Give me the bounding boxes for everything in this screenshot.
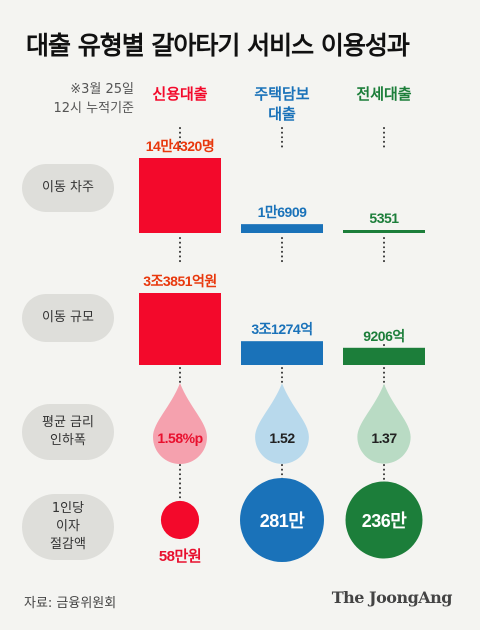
- circle-interest-saving-mortgage: [240, 478, 324, 562]
- date-note-line-2: 12시 누적기준: [53, 101, 134, 116]
- bar-borrowers-mortgage: [241, 224, 323, 233]
- bar-label-volume-jeonse: 9206억: [363, 328, 405, 344]
- circle-interest-saving-jeonse: [345, 481, 423, 559]
- drop-label-rate-cut-mortgage: 1.52: [269, 430, 295, 446]
- col-header-jeonse-line-1: 전세대출: [356, 85, 412, 103]
- circle-label-interest-saving-mortgage: 281만: [260, 511, 306, 531]
- row-label-rate-cut: 평균 금리 인하폭: [22, 404, 114, 460]
- col-header-mortgage-line-1: 주택담보: [254, 85, 310, 103]
- row-label-interest-saving-line-3: 절감액: [50, 537, 86, 552]
- row-label-volume-text: 이동 규모: [42, 310, 94, 325]
- bar-borrowers-credit: [139, 158, 221, 233]
- date-note-line-1: ※3월 25일: [70, 82, 134, 97]
- drop-rate-cut-credit: [153, 383, 207, 464]
- bar-volume-jeonse: [343, 347, 425, 365]
- col-header-credit-line-1: 신용대출: [152, 85, 208, 103]
- col-header-credit: 신용대출: [130, 84, 230, 104]
- source-note: 자료: 금융위원회: [24, 596, 117, 611]
- bar-volume-credit: [139, 293, 221, 365]
- bar-label-volume-mortgage: 3조1274억: [251, 321, 312, 337]
- bar-label-volume-credit: 3조3851억원: [143, 273, 217, 289]
- bar-label-borrowers-credit: 14만4320명: [146, 138, 214, 154]
- row-label-interest-saving: 1인당 이자 절감액: [22, 494, 114, 560]
- bar-label-borrowers-jeonse: 5351: [369, 210, 399, 226]
- circle-label-interest-saving-credit: 58만원: [159, 548, 201, 565]
- row-label-rate-cut-line-2: 인하폭: [50, 433, 86, 448]
- page-title: 대출 유형별 갈아타기 서비스 이용성과: [26, 31, 410, 60]
- col-header-mortgage-line-2: 대출: [268, 105, 296, 123]
- drop-rate-cut-mortgage: [255, 383, 309, 464]
- row-label-volume: 이동 규모: [22, 294, 114, 342]
- row-label-borrowers-text: 이동 차주: [42, 180, 94, 195]
- bar-volume-mortgage: [241, 341, 323, 365]
- circle-label-interest-saving-jeonse: 236만: [362, 511, 408, 531]
- bar-borrowers-jeonse: [343, 230, 425, 233]
- drop-rate-cut-jeonse: [357, 383, 411, 464]
- row-label-interest-saving-line-2: 이자: [56, 519, 80, 534]
- col-header-mortgage: 주택담보 대출: [232, 84, 332, 124]
- bar-label-borrowers-mortgage: 1만6909: [258, 204, 308, 220]
- drop-label-rate-cut-credit: 1.58%p: [157, 430, 202, 446]
- drop-label-rate-cut-jeonse: 1.37: [371, 430, 397, 446]
- row-label-rate-cut-line-1: 평균 금리: [42, 415, 94, 430]
- col-header-jeonse: 전세대출: [334, 84, 434, 104]
- brand-logo: The JoongAng: [331, 588, 453, 607]
- row-label-borrowers: 이동 차주: [22, 164, 114, 212]
- circle-interest-saving-credit: [160, 500, 200, 540]
- date-note: ※3월 25일 12시 누적기준: [34, 80, 134, 118]
- row-label-interest-saving-line-1: 1인당: [51, 501, 85, 516]
